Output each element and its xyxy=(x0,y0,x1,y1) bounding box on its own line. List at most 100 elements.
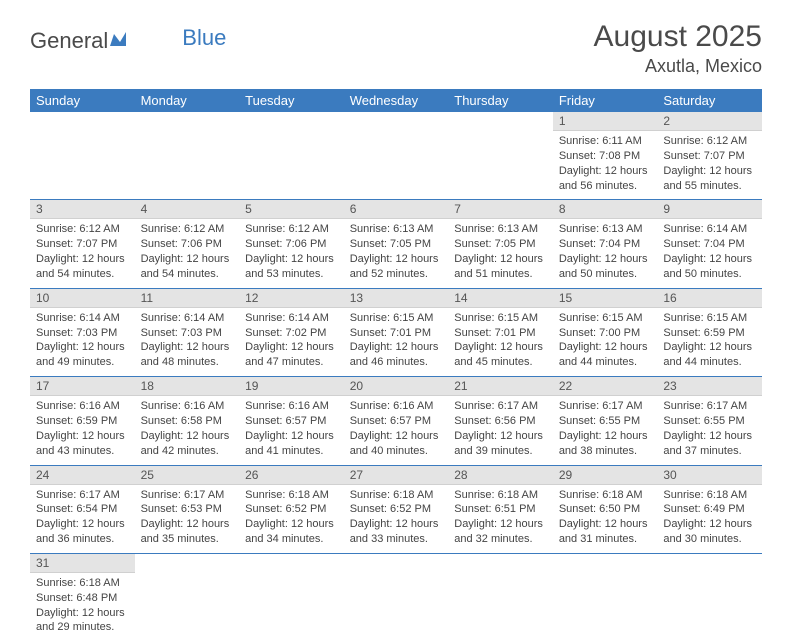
day-number: 31 xyxy=(30,554,135,573)
dayname: Friday xyxy=(553,89,658,112)
daylight: Daylight: 12 hours and 54 minutes. xyxy=(36,252,129,282)
daylight: Daylight: 12 hours and 31 minutes. xyxy=(559,517,652,547)
day-content: Sunrise: 6:14 AMSunset: 7:03 PMDaylight:… xyxy=(30,308,135,376)
daylight: Daylight: 12 hours and 52 minutes. xyxy=(350,252,443,282)
day-number: 9 xyxy=(657,200,762,219)
dayname-row: Sunday Monday Tuesday Wednesday Thursday… xyxy=(30,89,762,112)
sunset: Sunset: 7:01 PM xyxy=(454,326,547,341)
day-content: Sunrise: 6:18 AMSunset: 6:50 PMDaylight:… xyxy=(553,485,658,553)
daylight: Daylight: 12 hours and 37 minutes. xyxy=(663,429,756,459)
day-content xyxy=(135,558,240,606)
day-cell: 11Sunrise: 6:14 AMSunset: 7:03 PMDayligh… xyxy=(135,288,240,376)
sunrise: Sunrise: 6:18 AM xyxy=(36,576,129,591)
sunset: Sunset: 6:57 PM xyxy=(350,414,443,429)
day-cell: 19Sunrise: 6:16 AMSunset: 6:57 PMDayligh… xyxy=(239,377,344,465)
sunrise: Sunrise: 6:15 AM xyxy=(454,311,547,326)
day-cell: 29Sunrise: 6:18 AMSunset: 6:50 PMDayligh… xyxy=(553,465,658,553)
day-number: 14 xyxy=(448,289,553,308)
day-content: Sunrise: 6:17 AMSunset: 6:54 PMDaylight:… xyxy=(30,485,135,553)
daylight: Daylight: 12 hours and 29 minutes. xyxy=(36,606,129,636)
sunset: Sunset: 7:04 PM xyxy=(663,237,756,252)
sunset: Sunset: 6:55 PM xyxy=(559,414,652,429)
sunset: Sunset: 7:06 PM xyxy=(141,237,234,252)
day-number: 27 xyxy=(344,466,449,485)
logo-text-general: General xyxy=(30,28,108,54)
dayname: Saturday xyxy=(657,89,762,112)
sunset: Sunset: 6:59 PM xyxy=(36,414,129,429)
day-cell: 26Sunrise: 6:18 AMSunset: 6:52 PMDayligh… xyxy=(239,465,344,553)
day-content: Sunrise: 6:12 AMSunset: 7:07 PMDaylight:… xyxy=(30,219,135,287)
day-number: 11 xyxy=(135,289,240,308)
day-cell: 23Sunrise: 6:17 AMSunset: 6:55 PMDayligh… xyxy=(657,377,762,465)
day-number: 17 xyxy=(30,377,135,396)
sunset: Sunset: 7:08 PM xyxy=(559,149,652,164)
sunrise: Sunrise: 6:17 AM xyxy=(141,488,234,503)
daylight: Daylight: 12 hours and 36 minutes. xyxy=(36,517,129,547)
daylight: Daylight: 12 hours and 35 minutes. xyxy=(141,517,234,547)
day-cell xyxy=(448,112,553,200)
dayname: Sunday xyxy=(30,89,135,112)
daylight: Daylight: 12 hours and 48 minutes. xyxy=(141,340,234,370)
sunset: Sunset: 6:57 PM xyxy=(245,414,338,429)
sunset: Sunset: 7:07 PM xyxy=(663,149,756,164)
day-cell xyxy=(344,553,449,641)
day-content: Sunrise: 6:18 AMSunset: 6:52 PMDaylight:… xyxy=(239,485,344,553)
day-cell xyxy=(239,112,344,200)
day-cell: 27Sunrise: 6:18 AMSunset: 6:52 PMDayligh… xyxy=(344,465,449,553)
day-number: 24 xyxy=(30,466,135,485)
sunset: Sunset: 6:53 PM xyxy=(141,502,234,517)
day-content xyxy=(239,558,344,606)
day-cell: 16Sunrise: 6:15 AMSunset: 6:59 PMDayligh… xyxy=(657,288,762,376)
day-content: Sunrise: 6:16 AMSunset: 6:59 PMDaylight:… xyxy=(30,396,135,464)
day-number: 30 xyxy=(657,466,762,485)
day-number: 26 xyxy=(239,466,344,485)
day-content: Sunrise: 6:14 AMSunset: 7:03 PMDaylight:… xyxy=(135,308,240,376)
sunset: Sunset: 6:48 PM xyxy=(36,591,129,606)
day-cell: 3Sunrise: 6:12 AMSunset: 7:07 PMDaylight… xyxy=(30,200,135,288)
sunrise: Sunrise: 6:16 AM xyxy=(141,399,234,414)
sunrise: Sunrise: 6:17 AM xyxy=(36,488,129,503)
day-content: Sunrise: 6:15 AMSunset: 7:01 PMDaylight:… xyxy=(344,308,449,376)
day-content: Sunrise: 6:16 AMSunset: 6:57 PMDaylight:… xyxy=(239,396,344,464)
sunset: Sunset: 6:55 PM xyxy=(663,414,756,429)
day-cell: 9 Sunrise: 6:14 AMSunset: 7:04 PMDaylight… xyxy=(657,200,762,288)
day-cell: 22Sunrise: 6:17 AMSunset: 6:55 PMDayligh… xyxy=(553,377,658,465)
sunset: Sunset: 7:02 PM xyxy=(245,326,338,341)
sunrise: Sunrise: 6:14 AM xyxy=(663,222,756,237)
daylight: Daylight: 12 hours and 40 minutes. xyxy=(350,429,443,459)
day-cell xyxy=(344,112,449,200)
day-cell xyxy=(30,112,135,200)
day-content xyxy=(657,558,762,606)
sunrise: Sunrise: 6:16 AM xyxy=(36,399,129,414)
day-content xyxy=(448,116,553,164)
sunrise: Sunrise: 6:15 AM xyxy=(663,311,756,326)
day-cell: 24Sunrise: 6:17 AMSunset: 6:54 PMDayligh… xyxy=(30,465,135,553)
day-number: 1 xyxy=(553,112,658,131)
day-content: Sunrise: 6:15 AMSunset: 7:01 PMDaylight:… xyxy=(448,308,553,376)
day-cell: 20Sunrise: 6:16 AMSunset: 6:57 PMDayligh… xyxy=(344,377,449,465)
daylight: Daylight: 12 hours and 50 minutes. xyxy=(663,252,756,282)
day-content: Sunrise: 6:11 AMSunset: 7:08 PMDaylight:… xyxy=(553,131,658,199)
sunrise: Sunrise: 6:17 AM xyxy=(454,399,547,414)
day-content: Sunrise: 6:12 AMSunset: 7:07 PMDaylight:… xyxy=(657,131,762,199)
sunrise: Sunrise: 6:14 AM xyxy=(141,311,234,326)
sunrise: Sunrise: 6:16 AM xyxy=(350,399,443,414)
calendar-table: Sunday Monday Tuesday Wednesday Thursday… xyxy=(30,89,762,641)
logo-flag-icon xyxy=(110,28,132,54)
daylight: Daylight: 12 hours and 44 minutes. xyxy=(663,340,756,370)
sunset: Sunset: 7:05 PM xyxy=(350,237,443,252)
day-number: 10 xyxy=(30,289,135,308)
day-content: Sunrise: 6:15 AMSunset: 6:59 PMDaylight:… xyxy=(657,308,762,376)
day-content xyxy=(553,558,658,606)
sunrise: Sunrise: 6:12 AM xyxy=(663,134,756,149)
logo: General Blue xyxy=(30,28,226,54)
sunrise: Sunrise: 6:18 AM xyxy=(559,488,652,503)
day-content: Sunrise: 6:13 AMSunset: 7:04 PMDaylight:… xyxy=(553,219,658,287)
title-block: August 2025 Axutla, Mexico xyxy=(594,20,762,77)
day-content: Sunrise: 6:13 AMSunset: 7:05 PMDaylight:… xyxy=(448,219,553,287)
day-content: Sunrise: 6:12 AMSunset: 7:06 PMDaylight:… xyxy=(239,219,344,287)
logo-text-blue: Blue xyxy=(182,25,226,51)
day-cell xyxy=(135,553,240,641)
day-cell: 12Sunrise: 6:14 AMSunset: 7:02 PMDayligh… xyxy=(239,288,344,376)
day-number: 4 xyxy=(135,200,240,219)
